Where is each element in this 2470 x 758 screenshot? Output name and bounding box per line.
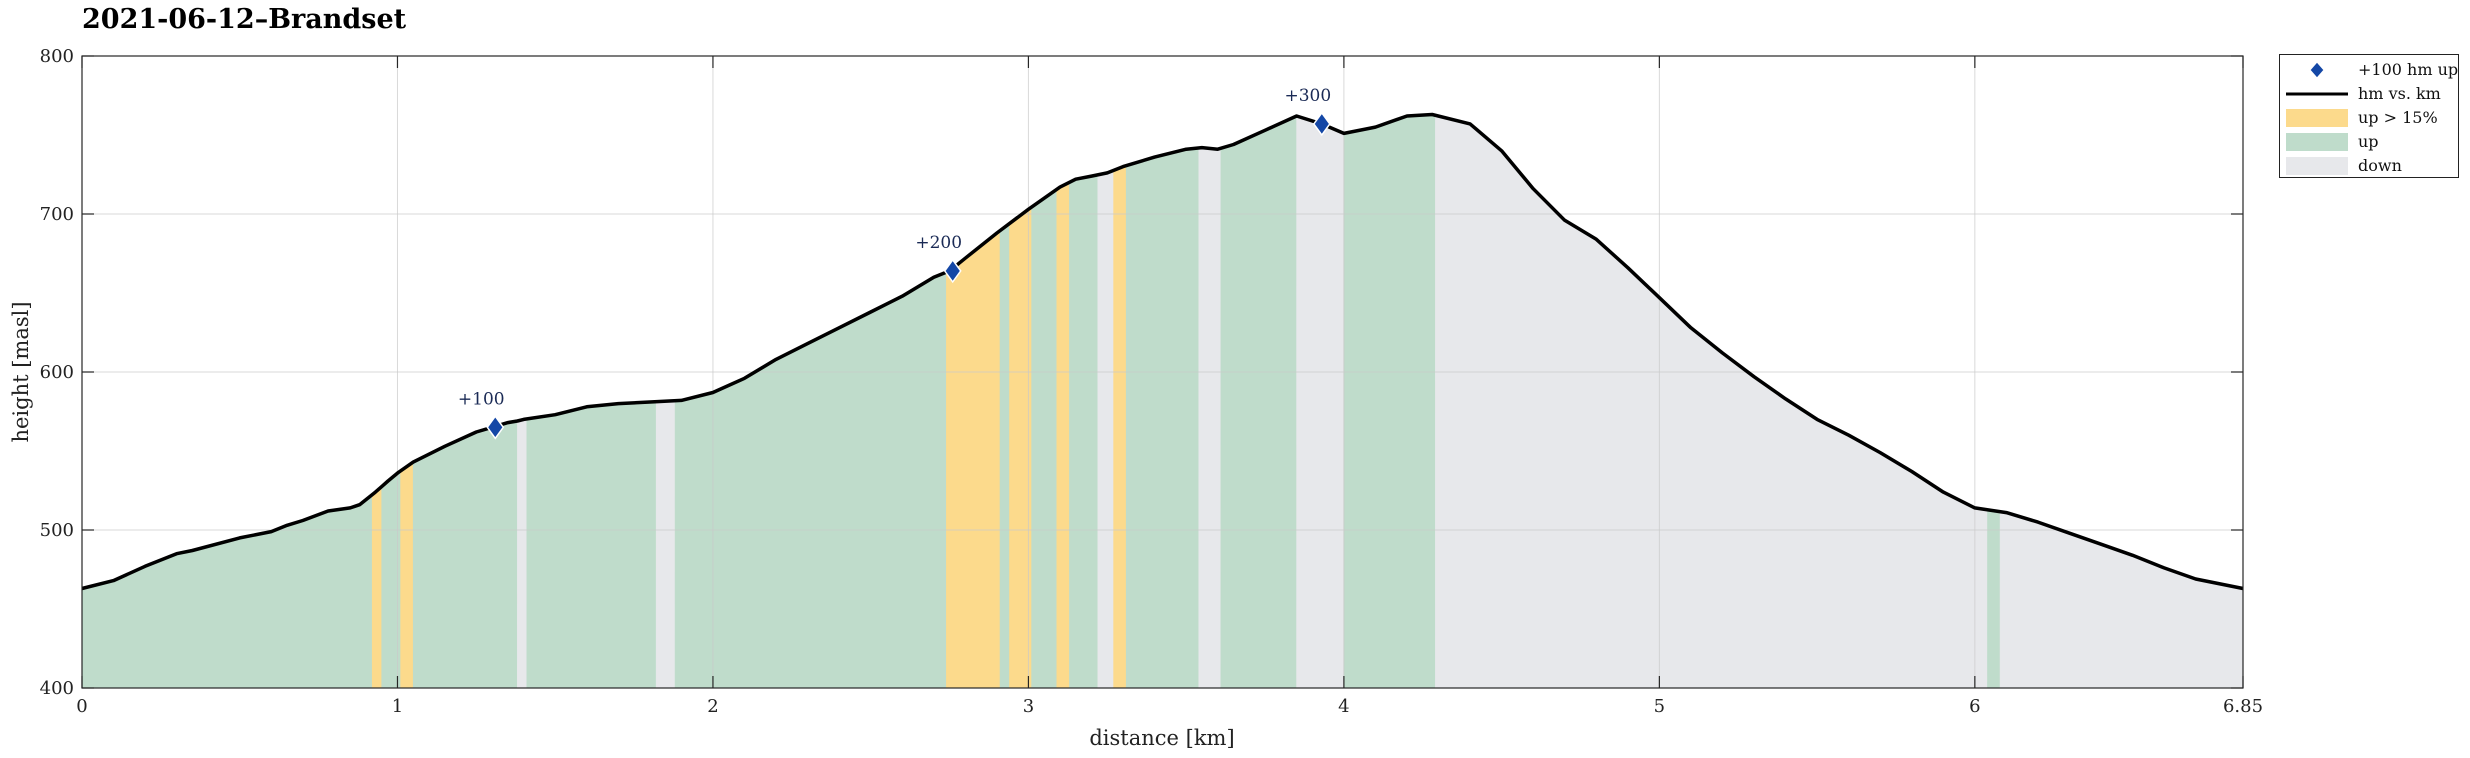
x-tick-label: 0 — [76, 696, 87, 717]
x-tick-label: 5 — [1654, 696, 1665, 717]
legend-label-line: hm vs. km — [2358, 84, 2441, 103]
axes: 0 1 2 3 4 5 6 6.85 400 500 600 700 800 — [40, 46, 2263, 717]
up-swatch — [2286, 133, 2348, 151]
diamond-marker — [486, 415, 505, 440]
segment-band-steep — [1056, 181, 1070, 689]
y-tick-label: 600 — [40, 362, 74, 383]
legend-item-line: hm vs. km — [2280, 82, 2460, 106]
x-tick-label: 3 — [1023, 696, 1034, 717]
diamond-marker — [1312, 111, 1331, 137]
segment-band-down — [655, 400, 676, 689]
profile-line — [81, 112, 2244, 591]
segment-band-down — [1198, 147, 1222, 689]
diamond-marker — [943, 258, 962, 284]
line-icon — [2286, 92, 2348, 96]
x-tick-label: 2 — [707, 696, 718, 717]
x-tick-label: 6 — [1969, 696, 1980, 717]
x-axis-label: distance [km] — [1089, 726, 1234, 750]
x-tick-label: 4 — [1338, 696, 1349, 717]
segment-band-down — [1999, 511, 2244, 689]
marker-group: +100 +200 +300 — [458, 86, 1331, 440]
x-tick-label: 1 — [392, 696, 403, 717]
segment-band-up — [81, 493, 373, 689]
segment-band-up — [412, 420, 518, 689]
segment-band-steep — [1113, 165, 1127, 689]
segment-band-up — [1125, 147, 1200, 689]
legend-item-down: down — [2280, 154, 2460, 178]
y-axis-label: height [masl] — [9, 301, 33, 442]
segment-band-down — [1435, 114, 1988, 689]
segment-band-down — [1296, 115, 1345, 689]
marker-label: +100 — [458, 389, 505, 409]
steep-swatch — [2286, 109, 2348, 127]
segment-band-up — [1343, 114, 1436, 689]
segment-bands — [81, 114, 2244, 689]
chart-title: 2021-06-12–Brandset — [82, 4, 407, 35]
profile-line-group — [81, 112, 2244, 591]
marker-label: +200 — [915, 233, 962, 253]
segment-band-steep — [371, 485, 383, 689]
down-swatch — [2286, 157, 2348, 175]
segment-band-steep — [946, 229, 1001, 689]
y-tick-label: 400 — [40, 678, 74, 699]
legend-label-marker: +100 hm up — [2358, 60, 2459, 79]
legend-label-down: down — [2358, 156, 2402, 175]
segment-band-up — [1031, 188, 1058, 689]
segment-band-up — [526, 401, 657, 689]
legend-item-marker: +100 hm up — [2280, 58, 2460, 82]
x-tick-label: 6.85 — [2223, 696, 2263, 717]
marker-label: +300 — [1284, 86, 1331, 106]
legend-label-steep: up > 15% — [2358, 108, 2438, 127]
legend: +100 hm up hm vs. km up > 15% up down — [2279, 54, 2459, 178]
segment-band-down — [1097, 169, 1114, 689]
legend-item-up: up — [2280, 130, 2460, 154]
diamond-marker-icon — [2309, 61, 2325, 79]
segment-band-up — [1069, 174, 1099, 689]
legend-label-up: up — [2358, 132, 2379, 151]
segment-band-down — [517, 418, 528, 689]
segment-band-up — [1220, 115, 1297, 689]
segment-band-up — [999, 222, 1010, 689]
y-tick-label: 700 — [40, 204, 74, 225]
segment-band-up — [674, 271, 947, 689]
y-tick-label: 500 — [40, 520, 74, 541]
legend-item-steep: up > 15% — [2280, 106, 2460, 130]
y-tick-label: 800 — [40, 46, 74, 67]
segment-band-up — [1987, 509, 2001, 689]
segment-band-steep — [400, 461, 414, 689]
